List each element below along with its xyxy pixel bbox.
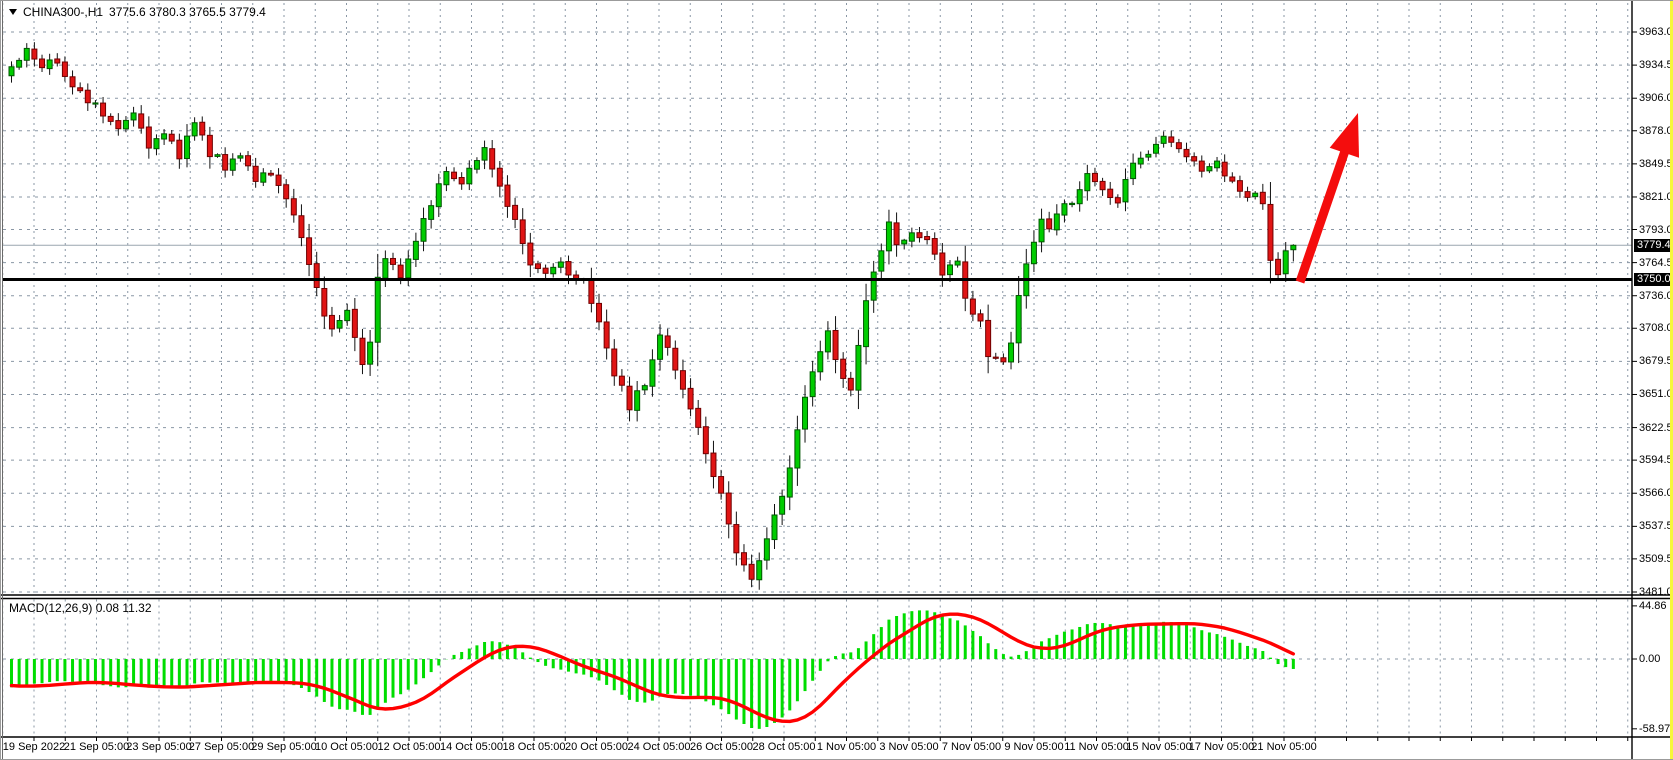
time-axis-label: 21 Nov 05:00 (1251, 741, 1317, 753)
time-axis-label: 12 Oct 05:00 (377, 741, 441, 753)
trend-arrow[interactable] (1295, 113, 1360, 284)
time-axis-label: 14 Oct 05:00 (440, 741, 503, 753)
price-axis-label: 3594.5 (1639, 454, 1673, 467)
time-axis-label: 21 Sep 05:00 (63, 741, 130, 753)
price-axis-label: 3537.5 (1639, 520, 1673, 533)
price-axis-label: 3821.0 (1639, 190, 1673, 203)
grid-vertical (2, 3, 1629, 736)
macd-signal-line (9, 612, 1296, 724)
price-axis-label: 3651.0 (1639, 388, 1673, 401)
time-axis-label: 19 Sep 2022 (2, 741, 66, 753)
time-axis[interactable]: 19 Sep 2022 21 Sep 05:00 23 Sep 05:00 27 Se… (1, 740, 1669, 759)
price-axis[interactable]: 3963.0 3934.5 3906.0 3878.0 3849.5 3821.0 3793… (1632, 1, 1673, 738)
macd-label: MACD(12,26,9) 0.08 11.32 (9, 601, 152, 615)
price-axis-label: 3708.0 (1639, 322, 1673, 335)
window-edge-strip (1670, 1, 1673, 759)
time-axis-label: 23 Sep 05:00 (126, 741, 192, 753)
price-axis-label: 3934.5 (1639, 59, 1673, 72)
time-axis-label: 29 Sep 05:00 (251, 741, 317, 753)
time-axis-label: 26 Oct 05:00 (690, 741, 753, 753)
hline-price-badge: 3750.0 (1634, 272, 1673, 286)
time-axis-label: 7 Nov 05:00 (941, 741, 1002, 753)
price-axis-label: 3793.0 (1639, 223, 1673, 236)
price-axis-label: 3963.0 (1639, 26, 1673, 38)
symbol-title: CHINA300-,H1 3775.6 3780.3 3765.5 3779.4 (9, 5, 266, 19)
macd-histogram (10, 610, 1295, 729)
time-axis-label: 18 Oct 05:00 (502, 741, 566, 753)
price-axis-label: 3764.5 (1639, 256, 1673, 269)
time-axis-label: 11 Nov 05:00 (1064, 741, 1129, 753)
macd-axis-label: 44.86 (1639, 599, 1667, 612)
macd-axis-label: 0.00 (1639, 653, 1661, 665)
macd-axis-label: -58.97 (1639, 722, 1671, 735)
macd-axis[interactable]: 44.86 0.00 -58.97 (1632, 1, 1673, 759)
price-axis-label: 3509.5 (1639, 552, 1673, 565)
price-axis-label: 3906.0 (1639, 92, 1673, 105)
ohlc-values: 3775.6 3780.3 3765.5 3779.4 (109, 5, 266, 19)
price-axis-label: 3849.5 (1639, 157, 1673, 170)
bid-price-badge: 3779.4 (1634, 238, 1673, 252)
price-axis-label: 3679.5 (1639, 355, 1673, 368)
candles (8, 42, 1297, 590)
time-axis-label: 28 Oct 05:00 (752, 741, 816, 753)
price-axis-label: 3566.0 (1639, 487, 1673, 500)
time-axis-label: 9 Nov 05:00 (1004, 741, 1064, 753)
time-axis-label: 17 Nov 05:00 (1188, 741, 1255, 753)
price-axis-label: 3878.0 (1639, 124, 1673, 137)
symbol-period-label: CHINA300-,H1 (23, 5, 104, 19)
axis-ticks (33, 31, 1637, 741)
time-axis-label: 3 Nov 05:00 (879, 741, 939, 753)
price-axis-label: 3622.5 (1639, 421, 1673, 434)
time-axis-label: 24 Oct 05:00 (627, 741, 691, 753)
symbol-dropdown-icon[interactable] (9, 9, 17, 15)
time-axis-label: 20 Oct 05:00 (565, 741, 628, 753)
price-axis-label: 3481.0 (1639, 585, 1673, 598)
price-axis-label: 3736.0 (1639, 289, 1673, 302)
time-axis-label: 10 Oct 05:00 (315, 741, 378, 753)
time-axis-label: 15 Nov 05:00 (1126, 741, 1192, 753)
time-axis-label: 1 Nov 05:00 (816, 741, 877, 753)
time-axis-label: 27 Sep 05:00 (188, 741, 255, 753)
